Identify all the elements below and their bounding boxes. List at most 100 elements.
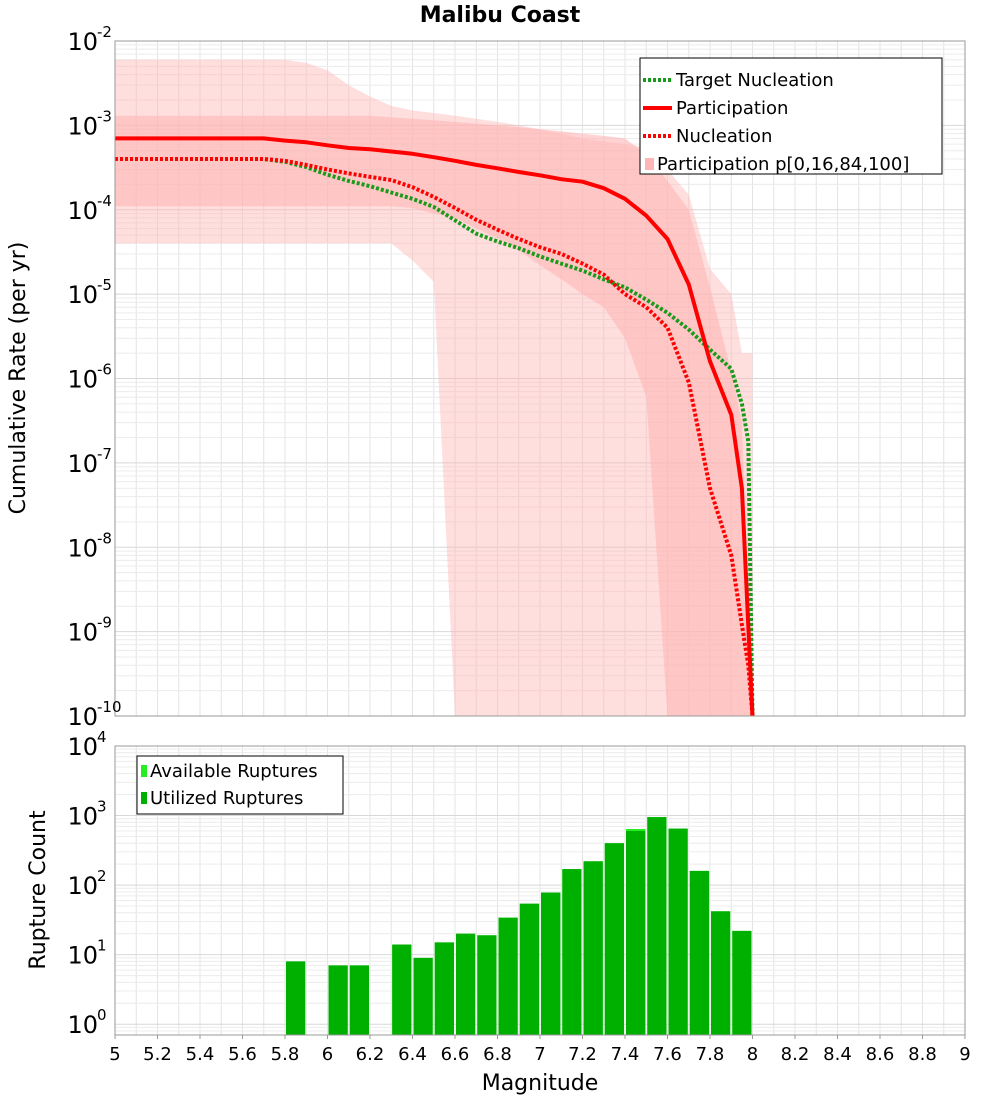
mfd-y-tick-base: 10	[67, 281, 98, 309]
bar-utilized-ruptures	[456, 933, 476, 1035]
bar-utilized-ruptures	[434, 942, 454, 1035]
mfd-y-tick-exponent: -9	[97, 614, 112, 632]
bar-utilized-ruptures	[392, 944, 412, 1035]
legend-label-utilized-ruptures: Utilized Ruptures	[150, 788, 303, 809]
count-y-tick-exponent: 3	[97, 798, 107, 816]
bar-utilized-ruptures	[498, 917, 518, 1035]
bar-utilized-ruptures	[562, 869, 582, 1035]
bar-utilized-ruptures	[711, 911, 731, 1035]
mfd-y-tick-exponent: -5	[97, 276, 112, 294]
x-tick-label: 8.6	[866, 1044, 895, 1065]
x-tick-label: 8.8	[908, 1044, 937, 1065]
bar-utilized-ruptures	[732, 930, 752, 1035]
x-axis-label: Magnitude	[482, 1071, 599, 1096]
mfd-y-tick: 10 -2	[67, 23, 112, 56]
mfd-y-tick-exponent: -4	[97, 192, 112, 210]
legend-label-participation-p-0-16-84-100: Participation p[0,16,84,100]	[657, 154, 909, 175]
bar-utilized-ruptures	[477, 935, 497, 1035]
legend-label-available-ruptures: Available Ruptures	[150, 761, 318, 782]
count-y-tick-exponent: 1	[97, 937, 107, 955]
mfd-y-tick-base: 10	[67, 534, 98, 562]
count-legend-box	[136, 755, 344, 815]
x-tick-label: 7.2	[568, 1044, 597, 1065]
series-line-nucleation	[115, 157, 755, 717]
bar-utilized-ruptures	[328, 965, 348, 1035]
bar-utilized-ruptures	[519, 903, 540, 1035]
x-tick-label: 5	[109, 1044, 120, 1065]
count-y-tick-base: 10	[67, 1011, 98, 1039]
count-y-tick-base: 10	[67, 803, 98, 831]
participation-band	[115, 59, 753, 717]
count-y-tick-exponent: 4	[97, 728, 107, 746]
bar-utilized-ruptures	[647, 817, 667, 1035]
x-tick-label: 6.2	[356, 1044, 385, 1065]
x-tick-label: 7.6	[653, 1044, 682, 1065]
mfd-y-tick: 10 -4	[67, 192, 112, 225]
mfd-y-tick-base: 10	[67, 112, 98, 140]
count-y-tick-base: 10	[67, 733, 98, 761]
mfd-lines	[115, 136, 755, 717]
mfd-y-tick: 10 -5	[67, 276, 112, 309]
count-bars	[286, 817, 752, 1035]
bar-utilized-ruptures	[349, 965, 369, 1035]
x-tick-label: 5.8	[271, 1044, 300, 1065]
legend-swatch-utilized-ruptures	[141, 792, 147, 804]
x-tick-label: 7.8	[696, 1044, 725, 1065]
mfd-y-tick-exponent: -3	[97, 107, 112, 125]
x-tick-label: 7.4	[611, 1044, 640, 1065]
bar-utilized-ruptures	[413, 957, 433, 1035]
mfd-y-tick-base: 10	[67, 366, 98, 394]
x-tick-label: 6.4	[398, 1044, 427, 1065]
legend-swatch-available-ruptures	[141, 765, 147, 777]
bar-utilized-ruptures	[583, 861, 603, 1035]
mfd-y-tick-base: 10	[67, 703, 98, 731]
mfd-y-axis-label: Cumulative Rate (per yr)	[6, 242, 31, 515]
bar-utilized-ruptures	[689, 870, 710, 1035]
mfd-legend-box	[639, 57, 943, 175]
legend-swatch-participation-p-0-16-84-100	[645, 158, 654, 170]
mfd-y-tick-exponent: -7	[97, 445, 112, 463]
bar-utilized-ruptures	[286, 961, 306, 1035]
x-tick-label: 6	[322, 1044, 333, 1065]
count-x-ticks: 5 5.2 5.4 5.6 5.8 6 6.2 6.4 6.6 6.8 7 7.2 7.4 7.6 7.8 8…	[109, 1035, 971, 1065]
x-tick-label: 7	[534, 1044, 545, 1065]
x-tick-label: 8.2	[781, 1044, 810, 1065]
count-y-tick: 10 1	[67, 937, 106, 970]
mfd-y-tick-exponent: -6	[97, 361, 112, 379]
bar-utilized-ruptures	[626, 831, 646, 1035]
count-y-tick-base: 10	[67, 942, 98, 970]
mfd-frame	[114, 40, 966, 717]
x-tick-label: 5.2	[143, 1044, 172, 1065]
series-line-target-nucleation	[115, 157, 755, 717]
mfd-y-tick: 10 -6	[67, 361, 112, 394]
bar-utilized-ruptures	[604, 843, 624, 1035]
x-tick-label: 6.8	[483, 1044, 512, 1065]
count-y-tick: 10 0	[67, 1006, 106, 1039]
count-y-tick: 10 3	[67, 798, 106, 831]
x-tick-label: 6.6	[441, 1044, 470, 1065]
mfd-legend: Target Nucleation Participation Nucleation…	[639, 57, 943, 175]
count-y-tick-exponent: 2	[97, 867, 107, 885]
x-tick-label: 5.6	[228, 1044, 257, 1065]
chart-title: Malibu Coast	[420, 3, 581, 28]
mfd-y-tick: 10 -3	[67, 107, 112, 140]
count-y-tick: 10 4	[67, 728, 106, 761]
mfd-y-tick: 10 -9	[67, 614, 112, 647]
series-line-participation	[115, 136, 755, 717]
count-legend: Available Ruptures Utilized Ruptures	[136, 755, 344, 815]
mfd-y-tick: 10 -7	[67, 445, 112, 478]
bar-utilized-ruptures	[668, 828, 688, 1035]
count-y-tick: 10 2	[67, 867, 106, 900]
mfd-y-tick-exponent: -2	[97, 23, 112, 41]
legend-label-nucleation: Nucleation	[676, 126, 772, 147]
count-y-tick-base: 10	[67, 872, 98, 900]
mfd-y-tick: 10 -8	[67, 529, 112, 562]
count-y-tick-exponent: 0	[97, 1006, 107, 1024]
legend-label-participation: Participation	[676, 98, 788, 119]
x-tick-label: 8.4	[823, 1044, 852, 1065]
x-tick-label: 5.4	[186, 1044, 215, 1065]
mfd-y-tick-exponent: -8	[97, 529, 112, 547]
